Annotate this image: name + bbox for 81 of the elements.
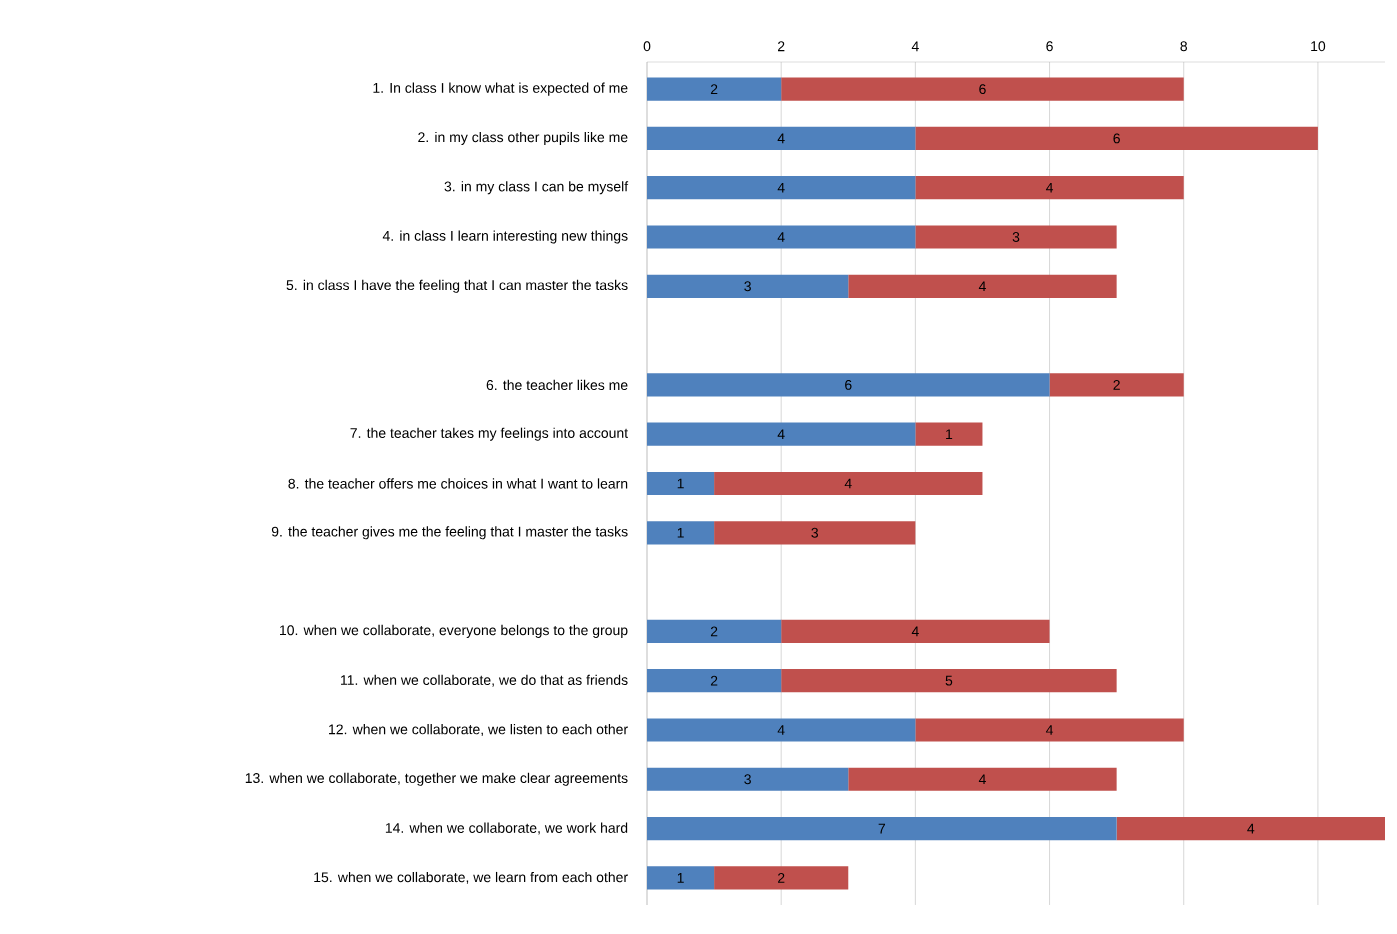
y-tick-label: 7. the teacher takes my feelings into account [350, 427, 628, 441]
data-label: 4 [1045, 182, 1054, 193]
bar [647, 126, 916, 150]
data-label: 4 [777, 232, 785, 242]
data-label: 5 [945, 675, 953, 686]
data-label: 1 [677, 527, 684, 538]
bar [647, 817, 1117, 841]
x-tick-label: 6 [1046, 41, 1053, 52]
data-label: 1 [677, 478, 684, 489]
x-tick-label: 4 [911, 41, 919, 52]
data-label: 3 [744, 281, 751, 292]
bar [647, 767, 849, 791]
data-label: 4 [777, 133, 785, 144]
data-label: 2 [710, 675, 718, 686]
x-tick-label: 2 [778, 41, 785, 52]
y-tick-label: 5. in class I have the feeling that I can master the tasks [286, 279, 628, 293]
bar [647, 422, 916, 446]
bar [647, 274, 849, 298]
data-label: 7 [878, 823, 886, 834]
y-tick-label: 8. the teacher offers me choices in what I want to learn [288, 478, 628, 489]
data-label: 2 [778, 872, 785, 883]
data-label: 3 [811, 527, 819, 538]
y-tick-label: 13. when we collaborate, together we make clear agreements [245, 772, 628, 786]
data-label: 2 [710, 84, 718, 94]
bar [647, 471, 715, 496]
bar [647, 866, 715, 890]
bar [915, 176, 1184, 200]
data-label: 1 [946, 429, 953, 440]
data-label: 4 [777, 182, 785, 193]
bar [647, 718, 916, 742]
y-tick-label: 4. in class I learn interesting new things [382, 230, 628, 244]
bar [714, 521, 916, 545]
bar [915, 718, 1184, 742]
bar [714, 866, 849, 890]
y-tick-label: 2. in my class other pupils like me [418, 131, 628, 145]
data-label: 4 [1045, 725, 1054, 735]
bar [915, 126, 1318, 150]
bar [647, 669, 782, 693]
data-label: 4 [1247, 823, 1255, 834]
bar [781, 669, 1117, 693]
y-tick-label: 6. the teacher likes me [486, 379, 628, 391]
bar [647, 176, 916, 200]
y-tick-label: 12. when we collaborate, we listen to each other [329, 724, 628, 736]
y-tick-label: 15. when we collaborate, we learn from each other [314, 871, 628, 884]
y-tick-label: 14. when we collaborate, we work hard [385, 822, 628, 835]
y-tick-label: 1. In class I know what is expected of me [373, 82, 628, 96]
y-tick-label: 9. the teacher gives me the feeling that I master the tasks [271, 526, 628, 540]
bar [915, 422, 983, 446]
bar [781, 619, 1050, 643]
bar [647, 77, 782, 101]
data-label: 4 [978, 281, 986, 292]
data-label: 4 [978, 774, 986, 785]
bar [647, 521, 715, 545]
data-label: 3 [1012, 232, 1020, 242]
bar [714, 471, 983, 496]
data-label: 2 [710, 626, 718, 637]
data-label: 6 [845, 379, 852, 390]
x-tick-label: 0 [643, 41, 651, 52]
data-label: 3 [744, 774, 751, 785]
bar [848, 767, 1117, 791]
data-label: 4 [777, 725, 785, 735]
bar [647, 225, 916, 249]
bar [647, 373, 1050, 397]
data-label: 6 [979, 84, 986, 95]
bar [915, 225, 1117, 249]
bar [1116, 817, 1385, 841]
data-label: 4 [777, 429, 785, 440]
y-tick-label: 3. in my class I can be myself [444, 181, 629, 195]
y-tick-label: 10. when we collaborate, everyone belongs to the group [280, 624, 628, 638]
data-label: 2 [1113, 379, 1120, 390]
x-tick-label: 8 [1180, 41, 1188, 52]
bar [848, 274, 1117, 298]
bar [1049, 373, 1184, 397]
data-label: 1 [677, 873, 684, 883]
y-tick-label: 11. when we collaborate, we do that as friends [341, 674, 628, 687]
bar [781, 77, 1184, 101]
bar [647, 619, 782, 643]
x-tick-label: 10 [1311, 41, 1326, 52]
data-label: 4 [911, 626, 919, 637]
data-label: 6 [1113, 133, 1120, 144]
data-label: 4 [844, 478, 852, 489]
